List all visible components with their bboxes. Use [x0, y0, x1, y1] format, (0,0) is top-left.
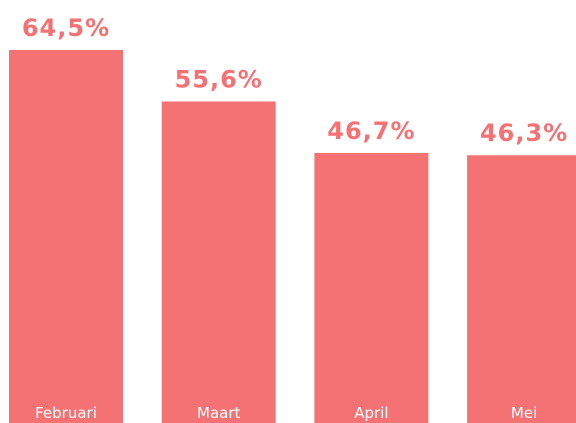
- value-label: 46,3%: [480, 119, 568, 147]
- category-label: Mei: [511, 404, 537, 422]
- bar: [467, 155, 576, 423]
- category-label: April: [354, 404, 388, 422]
- bar: [314, 152, 429, 423]
- bar: [161, 101, 276, 423]
- category-label: Februari: [35, 404, 97, 422]
- value-label: 64,5%: [22, 14, 110, 42]
- value-label: 55,6%: [175, 65, 263, 93]
- value-label: 46,7%: [327, 117, 415, 145]
- bar: [9, 50, 123, 423]
- category-label: Maart: [197, 404, 240, 422]
